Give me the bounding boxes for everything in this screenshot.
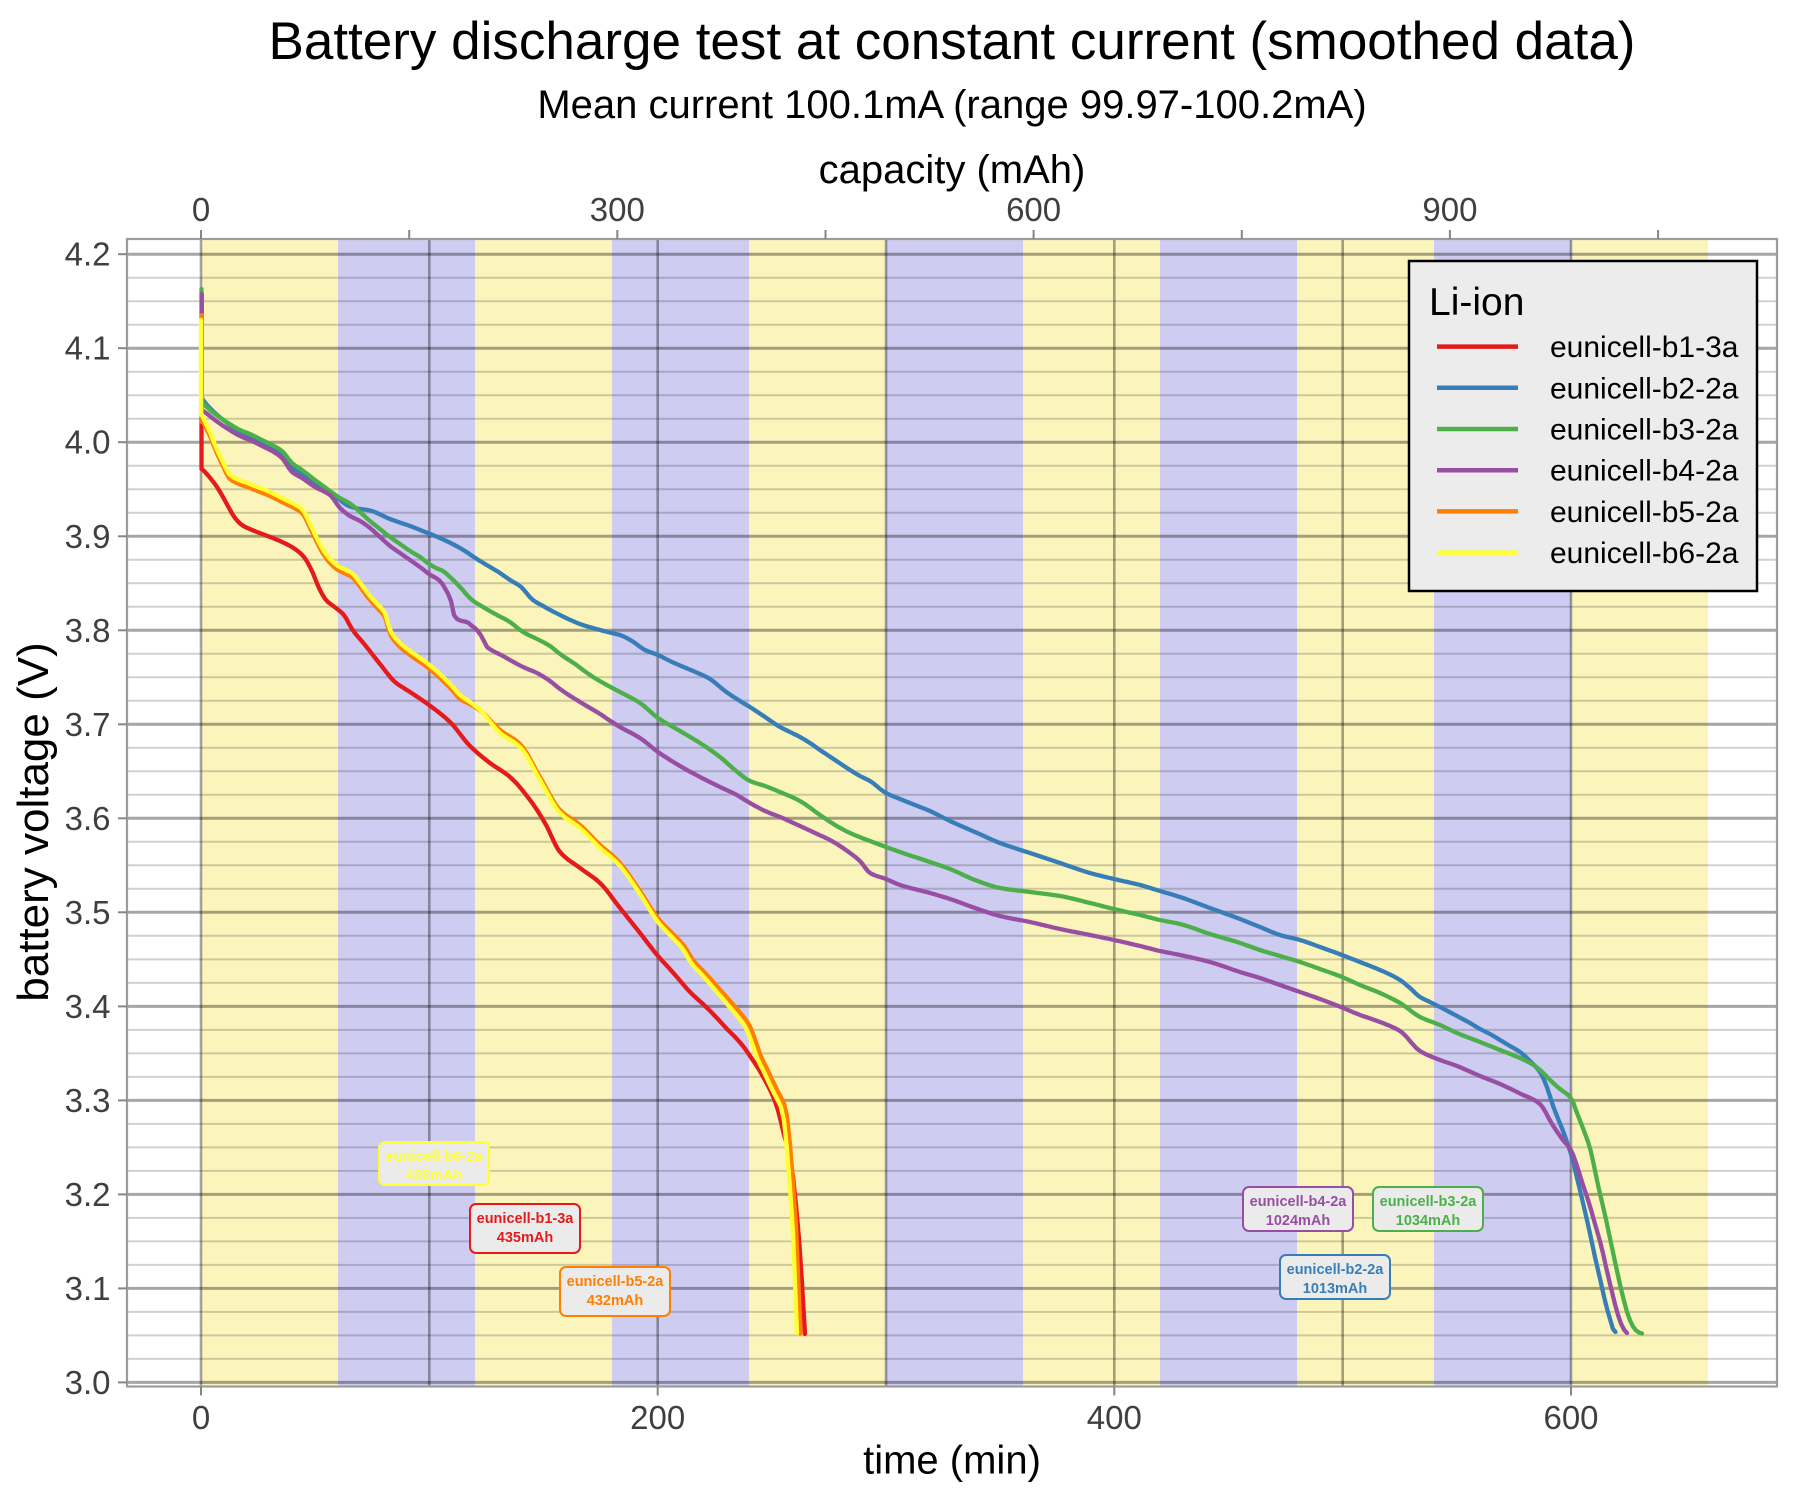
svg-text:200: 200 [630,1399,685,1436]
svg-text:0: 0 [192,191,210,228]
svg-text:428mAh: 428mAh [406,1168,462,1184]
svg-text:eunicell-b4-2a: eunicell-b4-2a [1550,455,1739,488]
svg-text:3.2: 3.2 [65,1176,111,1213]
svg-text:4.2: 4.2 [65,236,111,273]
svg-text:eunicell-b2-2a: eunicell-b2-2a [1287,1262,1385,1278]
svg-text:435mAh: 435mAh [497,1230,553,1246]
svg-text:0: 0 [192,1399,210,1436]
svg-text:3.8: 3.8 [65,612,111,649]
svg-text:Mean current 100.1mA (range 99: Mean current 100.1mA (range 99.97-100.2m… [537,83,1366,127]
svg-text:600: 600 [1006,191,1061,228]
svg-text:900: 900 [1422,191,1477,228]
svg-text:Battery discharge test at cons: Battery discharge test at constant curre… [269,12,1636,71]
svg-text:1013mAh: 1013mAh [1303,1281,1367,1297]
svg-text:3.0: 3.0 [65,1364,111,1401]
svg-text:eunicell-b6-2a: eunicell-b6-2a [386,1149,484,1165]
svg-text:3.7: 3.7 [65,706,111,743]
svg-text:eunicell-b5-2a: eunicell-b5-2a [567,1274,665,1290]
svg-text:400: 400 [1087,1399,1142,1436]
svg-text:capacity (mAh): capacity (mAh) [819,148,1086,192]
svg-text:432mAh: 432mAh [587,1293,643,1309]
svg-text:3.1: 3.1 [65,1270,111,1307]
svg-text:3.4: 3.4 [65,988,111,1025]
svg-text:300: 300 [590,191,645,228]
svg-text:4.0: 4.0 [65,424,111,461]
svg-text:eunicell-b5-2a: eunicell-b5-2a [1550,496,1739,529]
svg-text:3.9: 3.9 [65,518,111,555]
svg-text:3.3: 3.3 [65,1082,111,1119]
svg-text:3.6: 3.6 [65,800,111,837]
svg-text:eunicell-b4-2a: eunicell-b4-2a [1250,1194,1348,1210]
svg-text:time (min): time (min) [863,1439,1041,1483]
svg-text:600: 600 [1543,1399,1598,1436]
svg-text:eunicell-b3-2a: eunicell-b3-2a [1380,1194,1478,1210]
svg-text:4.1: 4.1 [65,330,111,367]
svg-text:1034mAh: 1034mAh [1396,1213,1460,1229]
svg-text:eunicell-b6-2a: eunicell-b6-2a [1550,537,1739,570]
svg-text:eunicell-b1-3a: eunicell-b1-3a [1550,331,1739,364]
svg-text:Li-ion: Li-ion [1429,281,1524,324]
svg-text:eunicell-b2-2a: eunicell-b2-2a [1550,372,1739,405]
svg-text:eunicell-b3-2a: eunicell-b3-2a [1550,414,1739,447]
svg-text:1024mAh: 1024mAh [1266,1213,1330,1229]
svg-text:battery voltage (V): battery voltage (V) [9,642,58,1002]
svg-text:eunicell-b1-3a: eunicell-b1-3a [477,1211,575,1227]
svg-text:3.5: 3.5 [65,894,111,931]
